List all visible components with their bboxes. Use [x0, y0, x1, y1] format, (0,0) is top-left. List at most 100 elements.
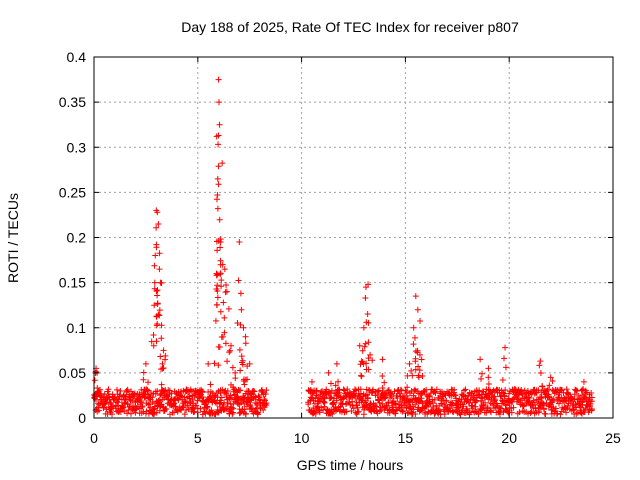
data-point: [155, 397, 162, 404]
data-point: [548, 396, 555, 403]
data-point: [211, 360, 218, 367]
data-point: [485, 365, 492, 372]
data-point: [365, 339, 372, 346]
data-point: [578, 409, 585, 416]
data-point: [244, 376, 251, 383]
data-point: [365, 366, 372, 373]
data-point: [247, 397, 254, 404]
data-point: [207, 393, 214, 400]
data-point: [359, 359, 366, 366]
data-point: [191, 408, 198, 415]
data-point: [475, 411, 482, 418]
data-point: [224, 403, 231, 410]
data-point: [423, 386, 430, 393]
data-point: [367, 351, 374, 358]
data-point: [575, 392, 582, 399]
data-point: [375, 388, 382, 395]
data-point: [95, 389, 102, 396]
data-point: [158, 366, 165, 373]
data-point: [416, 367, 423, 374]
data-point: [329, 400, 336, 407]
data-point: [492, 397, 499, 404]
data-point: [246, 391, 253, 398]
data-point: [237, 321, 244, 328]
data-point: [213, 272, 220, 279]
data-point: [537, 370, 544, 377]
data-point: [415, 374, 422, 381]
data-point: [362, 340, 369, 347]
data-point: [238, 353, 245, 360]
data-point: [425, 393, 432, 400]
data-point: [105, 386, 112, 393]
data-point: [160, 347, 167, 354]
data-point: [207, 381, 214, 388]
data-point: [403, 392, 410, 399]
data-point: [218, 277, 225, 284]
data-point: [422, 402, 429, 409]
data-point: [215, 76, 222, 83]
data-point: [187, 399, 194, 406]
data-point: [323, 388, 330, 395]
data-point: [564, 390, 571, 397]
data-point: [142, 360, 149, 367]
x-tick-label: 10: [294, 430, 310, 446]
data-point: [161, 394, 168, 401]
data-point: [160, 387, 167, 394]
data-point: [154, 292, 161, 299]
data-point: [156, 250, 163, 257]
data-point: [256, 394, 263, 401]
data-point: [379, 356, 386, 363]
data-point: [552, 405, 559, 412]
data-point: [213, 196, 220, 203]
data-point: [565, 400, 572, 407]
data-point: [554, 410, 561, 417]
data-point: [213, 301, 220, 308]
data-point: [535, 409, 542, 416]
data-point: [583, 395, 590, 402]
x-tick-label: 20: [501, 430, 517, 446]
data-point: [154, 321, 161, 328]
data-point: [312, 410, 319, 417]
data-point: [117, 388, 124, 395]
data-point: [214, 175, 221, 182]
data-point: [485, 374, 492, 381]
data-point: [197, 405, 204, 412]
data-point: [158, 381, 165, 388]
y-tick-label: 0.15: [59, 275, 86, 291]
data-points: [91, 76, 595, 418]
data-point: [124, 386, 131, 393]
data-point: [431, 396, 438, 403]
data-point: [412, 401, 419, 408]
data-point: [487, 409, 494, 416]
data-point: [128, 388, 135, 395]
data-point: [404, 384, 411, 391]
data-point: [216, 216, 223, 223]
data-point: [214, 294, 221, 301]
data-point: [193, 402, 200, 409]
data-point: [359, 347, 366, 354]
data-point: [171, 396, 178, 403]
data-point: [224, 387, 231, 394]
data-point: [461, 387, 468, 394]
data-point: [156, 312, 163, 319]
data-point: [215, 141, 222, 148]
data-point: [350, 405, 357, 412]
data-point: [543, 399, 550, 406]
data-point: [537, 358, 544, 365]
y-tick-label: 0.1: [67, 320, 87, 336]
data-point: [219, 386, 226, 393]
data-point: [406, 360, 413, 367]
data-point: [533, 399, 540, 406]
y-tick-label: 0.05: [59, 365, 86, 381]
data-point: [218, 334, 225, 341]
data-point: [369, 390, 376, 397]
data-point: [526, 398, 533, 405]
data-point: [251, 388, 258, 395]
data-point: [320, 399, 327, 406]
data-point: [241, 381, 248, 388]
data-point: [234, 389, 241, 396]
data-point: [224, 358, 231, 365]
data-point: [172, 403, 179, 410]
data-point: [214, 247, 221, 254]
data-point: [354, 404, 361, 411]
